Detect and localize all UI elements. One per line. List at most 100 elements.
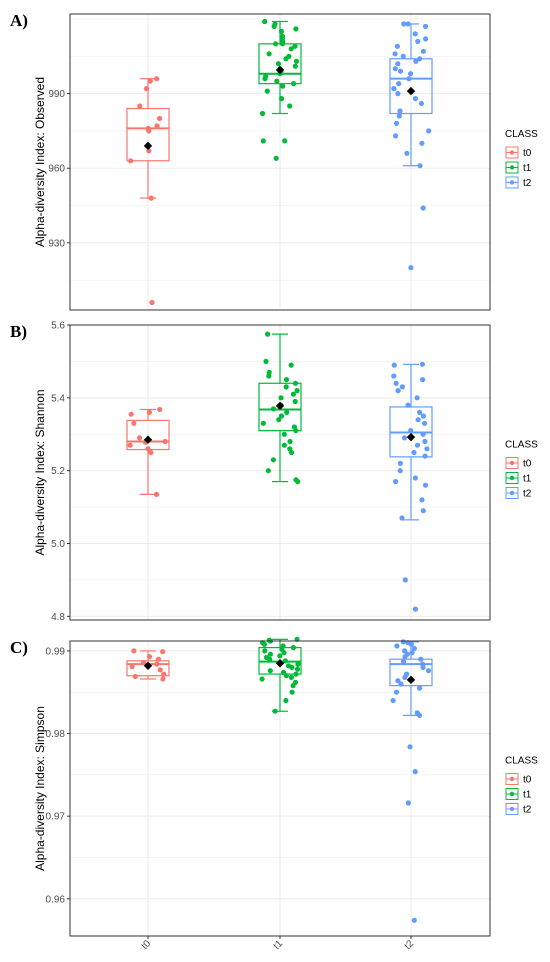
data-point xyxy=(392,66,398,72)
data-point xyxy=(400,659,407,665)
data-point xyxy=(131,648,137,654)
data-point xyxy=(129,664,135,670)
data-point xyxy=(281,431,287,437)
data-point xyxy=(414,395,420,401)
data-point xyxy=(422,453,428,459)
legend-title: CLASS xyxy=(505,756,538,767)
data-point xyxy=(422,420,428,426)
data-point xyxy=(162,438,168,445)
data-point xyxy=(408,641,414,647)
y-tick-label: 960 xyxy=(48,164,65,175)
y-tick-label: 4.8 xyxy=(51,612,65,623)
data-point xyxy=(265,331,271,337)
data-point xyxy=(400,639,406,645)
data-point xyxy=(420,431,426,437)
data-point xyxy=(137,435,143,441)
mean-marker xyxy=(275,65,285,75)
data-point xyxy=(293,58,300,64)
data-point xyxy=(408,71,414,77)
data-point xyxy=(282,138,288,144)
data-point xyxy=(419,361,425,367)
y-tick-label: 0.97 xyxy=(46,812,66,823)
data-point xyxy=(406,76,412,82)
data-point xyxy=(283,697,289,704)
data-point xyxy=(420,48,426,54)
data-point xyxy=(147,78,153,84)
panel-letter: A) xyxy=(10,11,28,30)
data-point xyxy=(412,475,418,481)
data-point xyxy=(292,380,299,386)
data-point xyxy=(160,676,166,682)
legend-label-t1: t1 xyxy=(523,474,532,485)
legend-key-dot xyxy=(509,490,515,496)
data-point xyxy=(262,76,268,82)
data-point xyxy=(411,645,417,652)
y-tick-label: 5.4 xyxy=(51,393,65,404)
data-point xyxy=(401,435,408,441)
data-point xyxy=(293,671,299,677)
data-point xyxy=(148,449,154,456)
data-point xyxy=(402,654,408,660)
data-point xyxy=(391,373,397,379)
data-point xyxy=(392,51,398,57)
legend-key-dot xyxy=(509,776,515,782)
data-point xyxy=(288,362,294,368)
data-point xyxy=(395,91,401,97)
panel-b: 4.8 5.0 5.2 5.4 5.6 Alpha-diversity Index: Sh… xyxy=(10,321,538,623)
data-point xyxy=(146,654,153,660)
data-point xyxy=(161,671,167,677)
y-tick-label: 0.98 xyxy=(46,729,66,740)
data-point xyxy=(266,373,272,379)
data-point xyxy=(293,428,299,434)
data-point xyxy=(262,648,268,654)
data-point xyxy=(145,446,151,452)
data-point xyxy=(294,388,300,394)
data-point xyxy=(127,442,133,448)
data-point xyxy=(293,26,299,32)
mean-marker xyxy=(275,401,285,411)
legend-label-t2: t2 xyxy=(523,178,532,189)
data-point xyxy=(393,133,399,139)
legend-key-dot xyxy=(509,165,515,170)
y-axis-label: Alpha-diversity Index: Shannon xyxy=(33,389,47,555)
y-tick-label: 5.2 xyxy=(51,466,65,477)
data-point xyxy=(397,68,404,74)
data-point xyxy=(408,428,414,434)
y-tick-label: 5.0 xyxy=(51,539,65,550)
data-point xyxy=(283,384,289,390)
data-point xyxy=(399,515,405,521)
data-point xyxy=(146,128,152,134)
data-point xyxy=(262,18,268,25)
data-point xyxy=(128,158,134,164)
box-t0 xyxy=(126,406,170,497)
data-point xyxy=(401,21,407,27)
data-point xyxy=(267,668,273,674)
data-point xyxy=(391,86,397,92)
box-t0 xyxy=(126,76,170,306)
box-t1 xyxy=(258,18,302,161)
data-point xyxy=(419,140,425,146)
data-point xyxy=(283,673,289,679)
data-point xyxy=(397,468,403,474)
data-point xyxy=(146,409,152,415)
y-tick-label: 930 xyxy=(48,238,65,249)
x-tick-label: t0 xyxy=(139,938,153,952)
data-point xyxy=(420,377,426,383)
data-point xyxy=(265,468,271,474)
legend-label-t0: t0 xyxy=(523,148,532,159)
y-axis-label: Alpha-diversity Index: Observed xyxy=(33,77,47,247)
box-t2 xyxy=(389,21,433,271)
data-point xyxy=(417,163,423,169)
data-point xyxy=(281,650,287,656)
data-point xyxy=(422,482,429,488)
y-tick-label: 990 xyxy=(48,89,65,100)
data-point xyxy=(413,58,419,64)
data-point xyxy=(417,56,423,62)
data-point xyxy=(407,744,413,750)
data-point xyxy=(402,674,408,681)
data-point xyxy=(290,683,296,689)
legend-key-dot xyxy=(509,150,515,155)
legend-key-dot xyxy=(509,806,515,812)
